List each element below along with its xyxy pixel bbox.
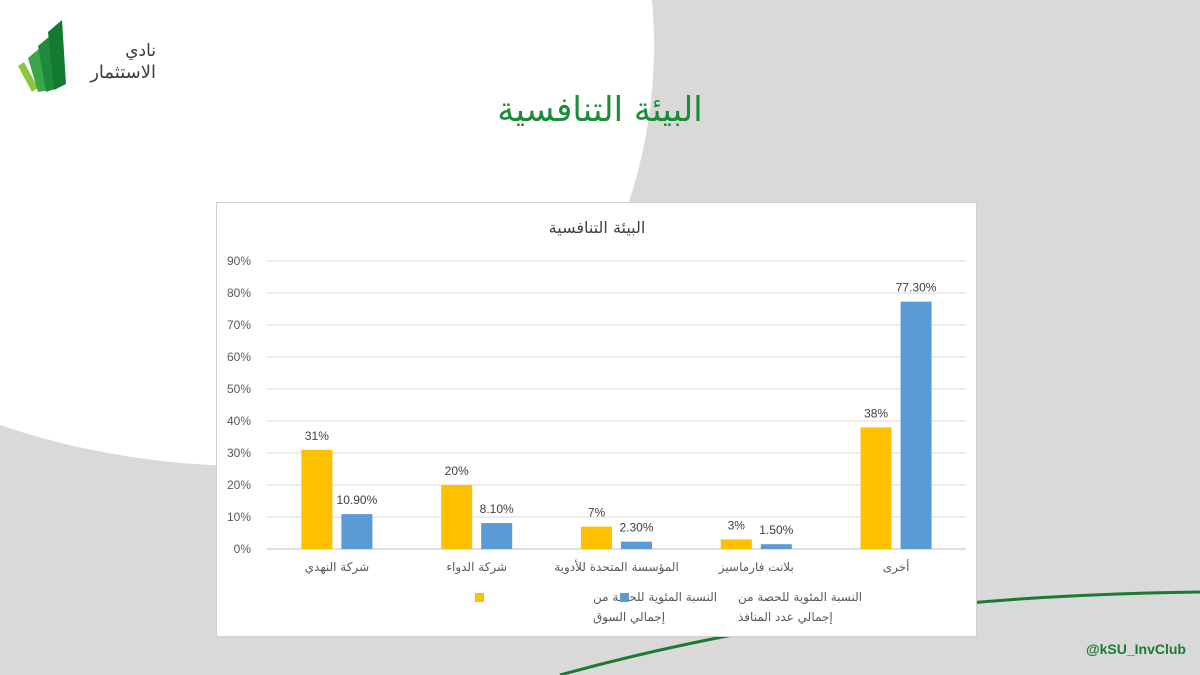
- bar: [341, 514, 373, 549]
- bar: [481, 523, 513, 549]
- logo-text-line1: نادي: [125, 41, 156, 61]
- x-category-label: شركة الدواء: [446, 560, 507, 575]
- chart-container: البيئة التنافسية 0% 10% 20% 30% 40% 50% 60% 70%…: [216, 202, 977, 637]
- bar: [441, 485, 473, 549]
- chart-title: البيئة التنافسية: [549, 218, 646, 237]
- bar: [301, 449, 333, 549]
- bar: [720, 539, 752, 549]
- legend-swatch: [475, 593, 484, 602]
- data-label: 8.10%: [480, 502, 514, 516]
- legend-swatch: [620, 593, 629, 602]
- data-label: 20%: [445, 464, 469, 478]
- club-logo: نادي الاستثمار: [14, 18, 156, 98]
- data-label: 10.90%: [337, 493, 378, 507]
- bar: [900, 301, 932, 549]
- y-tick-label: 90%: [227, 254, 251, 268]
- data-label: 7%: [588, 506, 606, 520]
- y-tick-label: 60%: [227, 350, 251, 364]
- bar: [581, 526, 612, 549]
- x-category-label: بلانت فارماسيز: [718, 560, 794, 575]
- data-label: 38%: [864, 406, 888, 420]
- y-tick-label: 40%: [227, 414, 251, 428]
- x-category-label: المؤسسة المتحدة للأدوية: [554, 559, 679, 575]
- logo-text-line2: الاستثمار: [90, 62, 156, 83]
- y-tick-label: 10%: [227, 510, 251, 524]
- data-label: 1.50%: [759, 523, 793, 537]
- y-tick-label: 0%: [234, 542, 252, 556]
- legend-label: إجمالي عدد المنافذ: [738, 610, 833, 624]
- data-label: 31%: [305, 429, 329, 443]
- x-category-label: أخرى: [883, 559, 910, 575]
- bar: [760, 544, 792, 549]
- y-tick-label: 70%: [227, 318, 251, 332]
- x-category-label: شركة النهدي: [305, 560, 369, 575]
- legend-label: النسبة المئوية للحصة من: [738, 590, 862, 605]
- social-handle: @kSU_InvClub: [1085, 641, 1186, 657]
- y-tick-label: 80%: [227, 286, 251, 300]
- data-label: 3%: [728, 518, 746, 532]
- slide-title: البيئة التنافسية: [497, 90, 703, 130]
- y-tick-label: 50%: [227, 382, 251, 396]
- data-label: 2.30%: [619, 521, 653, 535]
- bar-chart: البيئة التنافسية 0% 10% 20% 30% 40% 50% 60% 70%…: [227, 218, 966, 625]
- logo-mark-icon: [18, 20, 66, 92]
- y-tick-label: 20%: [227, 478, 251, 492]
- data-label: 77.30%: [896, 281, 937, 295]
- legend-label: النسبة المئوية للحصة من: [593, 590, 717, 605]
- y-tick-label: 30%: [227, 446, 251, 460]
- bar: [621, 541, 652, 549]
- legend-label: إجمالي السوق: [593, 610, 665, 625]
- bar: [860, 427, 892, 549]
